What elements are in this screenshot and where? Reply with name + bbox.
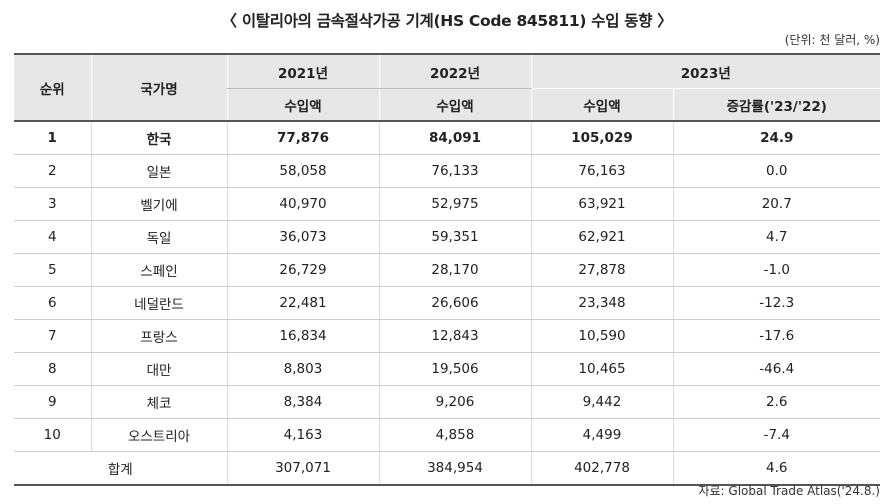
cell-import-2022: 4,858 [378,418,531,452]
cell-country: 네덜란드 [90,286,227,320]
table-row: 8 대만 8,803 19,506 10,465 -46.4 [14,352,880,386]
cell-import-2023: 76,163 [530,154,673,188]
cell-import-2022: 26,606 [378,286,531,320]
cell-import-2022: 52,975 [378,187,531,221]
table-body: 1 한국 77,876 84,091 105,029 24.9 2 일본 58,… [14,121,880,486]
cell-import-2022: 9,206 [378,385,531,419]
cell-import-2022: 76,133 [378,154,531,188]
cell-country: 대만 [90,352,227,386]
total-row: 합계 307,071 384,954 402,778 4.6 [14,451,880,486]
cell-import-2021: 36,073 [226,220,379,254]
header-change: 증감률('23/'22) [672,88,880,122]
table-title: 〈 이탈리아의 금속절삭가공 기계(HS Code 845811) 수입 동향 … [221,12,673,30]
cell-import-2021: 26,729 [226,253,379,287]
cell-import-2021: 8,384 [226,385,379,419]
header-year-2021: 2021년 [226,54,379,89]
cell-import-2021: 4,163 [226,418,379,452]
cell-change: -46.4 [672,352,880,386]
total-import-2021: 307,071 [226,451,379,486]
cell-import-2021: 22,481 [226,286,379,320]
header-country: 국가명 [90,54,227,122]
cell-change: 24.9 [672,121,880,155]
cell-rank: 8 [14,352,91,386]
cell-import-2023: 63,921 [530,187,673,221]
table-row: 4 독일 36,073 59,351 62,921 4.7 [14,220,880,254]
cell-import-2023: 10,590 [530,319,673,353]
cell-rank: 4 [14,220,91,254]
cell-change: -12.3 [672,286,880,320]
table-row: 9 체코 8,384 9,206 9,442 2.6 [14,385,880,419]
header-import-2022: 수입액 [378,88,531,122]
cell-change: 2.6 [672,385,880,419]
table-row: 5 스페인 26,729 28,170 27,878 -1.0 [14,253,880,287]
total-change: 4.6 [672,451,880,486]
cell-country: 독일 [90,220,227,254]
unit-note: (단위: 천 달러, %) [784,33,880,47]
cell-change: 4.7 [672,220,880,254]
cell-import-2021: 77,876 [226,121,379,155]
cell-rank: 5 [14,253,91,287]
cell-import-2023: 9,442 [530,385,673,419]
table-row: 6 네덜란드 22,481 26,606 23,348 -12.3 [14,286,880,320]
cell-change: -1.0 [672,253,880,287]
table-row: 1 한국 77,876 84,091 105,029 24.9 [14,121,880,155]
cell-country: 프랑스 [90,319,227,353]
cell-rank: 6 [14,286,91,320]
cell-import-2021: 58,058 [226,154,379,188]
cell-import-2023: 105,029 [530,121,673,155]
table-row: 10 오스트리아 4,163 4,858 4,499 -7.4 [14,418,880,452]
cell-country: 스페인 [90,253,227,287]
header-year-2023: 2023년 [530,54,880,89]
header-import-2023: 수입액 [530,88,673,122]
cell-import-2023: 27,878 [530,253,673,287]
cell-rank: 3 [14,187,91,221]
cell-import-2021: 16,834 [226,319,379,353]
cell-rank: 10 [14,418,91,452]
header-import-2021: 수입액 [226,88,379,122]
cell-import-2022: 84,091 [378,121,531,155]
table-row: 2 일본 58,058 76,133 76,163 0.0 [14,154,880,188]
cell-country: 한국 [90,121,227,155]
table-header: 순위 국가명 2021년 2022년 2023년 수입액 수입액 수입액 증감률… [14,54,880,122]
cell-country: 벨기에 [90,187,227,221]
cell-import-2022: 19,506 [378,352,531,386]
cell-country: 체코 [90,385,227,419]
cell-import-2023: 4,499 [530,418,673,452]
total-label: 합계 [14,451,227,486]
import-table: 순위 국가명 2021년 2022년 2023년 수입액 수입액 수입액 증감률… [14,53,880,486]
header-rank: 순위 [14,54,91,122]
table-row: 7 프랑스 16,834 12,843 10,590 -17.6 [14,319,880,353]
cell-import-2021: 40,970 [226,187,379,221]
cell-change: -7.4 [672,418,880,452]
cell-change: 20.7 [672,187,880,221]
cell-change: -17.6 [672,319,880,353]
cell-rank: 2 [14,154,91,188]
cell-import-2023: 10,465 [530,352,673,386]
cell-import-2022: 59,351 [378,220,531,254]
cell-country: 일본 [90,154,227,188]
cell-import-2021: 8,803 [226,352,379,386]
source-note: 자료: Global Trade Atlas('24.8.) [698,484,880,498]
cell-import-2022: 12,843 [378,319,531,353]
cell-country: 오스트리아 [90,418,227,452]
cell-import-2022: 28,170 [378,253,531,287]
cell-rank: 9 [14,385,91,419]
cell-rank: 1 [14,121,91,155]
cell-import-2023: 62,921 [530,220,673,254]
cell-import-2023: 23,348 [530,286,673,320]
total-import-2023: 402,778 [530,451,673,486]
table-row: 3 벨기에 40,970 52,975 63,921 20.7 [14,187,880,221]
cell-rank: 7 [14,319,91,353]
cell-change: 0.0 [672,154,880,188]
header-year-2022: 2022년 [378,54,531,89]
total-import-2022: 384,954 [378,451,531,486]
